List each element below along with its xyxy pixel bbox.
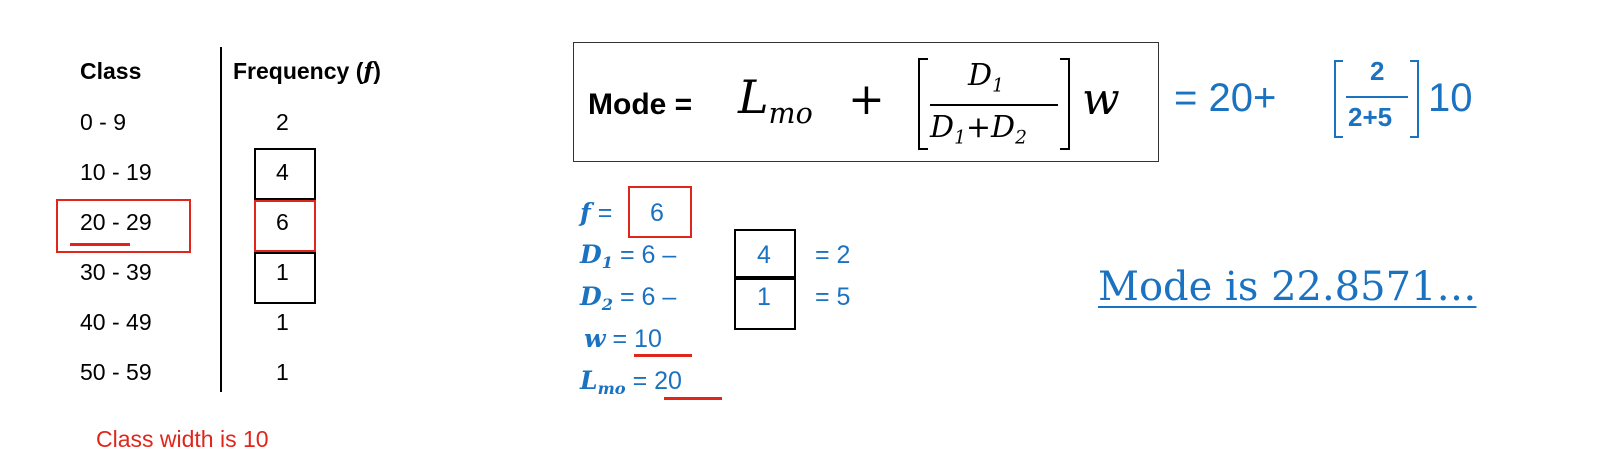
freq-row-2: 4 bbox=[276, 159, 289, 185]
freq-row-6: 1 bbox=[276, 359, 289, 385]
next-freq-box bbox=[254, 252, 316, 304]
sub-numerator: 2 bbox=[1370, 56, 1385, 86]
plus-sign: + bbox=[848, 74, 885, 125]
class-row-5: 40 - 49 bbox=[80, 309, 152, 335]
fraction-denominator: D1+D2 bbox=[930, 110, 1027, 149]
freq-row-1: 2 bbox=[276, 109, 289, 135]
left-bracket bbox=[918, 58, 928, 150]
sub-width-value: 10 bbox=[1428, 76, 1473, 120]
mode-label: Mode = bbox=[588, 88, 693, 121]
class-row-3: 20 - 29 bbox=[80, 209, 152, 235]
sub-fraction-bar bbox=[1346, 96, 1408, 98]
d2-box-value: 1 bbox=[757, 283, 771, 311]
right-bracket bbox=[1060, 58, 1070, 150]
w-line: w = 10 bbox=[584, 324, 662, 353]
mode-formula-box bbox=[573, 42, 1159, 162]
class-row-1: 0 - 9 bbox=[80, 109, 127, 135]
d2-line: D2 = 6 – bbox=[580, 282, 677, 314]
freq-row-5: 1 bbox=[276, 309, 289, 335]
d2-result: = 5 bbox=[815, 283, 851, 311]
d1-line: D1 = 6 – bbox=[580, 240, 677, 272]
f-value-line: f = bbox=[580, 198, 613, 227]
sub-denominator: 2+5 bbox=[1348, 102, 1393, 132]
freq-row-4: 1 bbox=[276, 259, 289, 285]
lower-limit-symbol: Lmo bbox=[738, 70, 813, 130]
mode-result: Mode is 22.8571… bbox=[1098, 264, 1477, 310]
sub-left-bracket bbox=[1334, 60, 1343, 138]
w-underline bbox=[634, 354, 692, 357]
d1-box-value: 4 bbox=[757, 241, 771, 269]
d2-box bbox=[734, 278, 796, 330]
lmo-underline bbox=[664, 397, 722, 400]
prev-freq-box bbox=[254, 148, 316, 200]
frequency-header: Frequency (f) bbox=[233, 58, 381, 85]
width-symbol: w bbox=[1082, 74, 1120, 125]
table-divider bbox=[220, 47, 222, 392]
lower-limit-underline bbox=[70, 243, 130, 246]
d1-box bbox=[734, 229, 796, 278]
fraction-numerator: D1 bbox=[968, 58, 1004, 97]
lmo-line: Lmo = 20 bbox=[580, 366, 682, 398]
sub-right-bracket bbox=[1410, 60, 1419, 138]
class-row-6: 50 - 59 bbox=[80, 359, 152, 385]
freq-row-3: 6 bbox=[276, 209, 289, 235]
f-value-box bbox=[628, 186, 692, 238]
substitution-start: = 20+ bbox=[1174, 76, 1277, 120]
modal-freq-box bbox=[254, 200, 316, 252]
fraction-bar bbox=[930, 104, 1058, 106]
class-row-4: 30 - 39 bbox=[80, 259, 152, 285]
class-row-2: 10 - 19 bbox=[80, 159, 152, 185]
class-width-note: Class width is 10 bbox=[96, 426, 269, 452]
f-value: 6 bbox=[650, 199, 664, 227]
class-header: Class bbox=[80, 58, 142, 84]
modal-class-box bbox=[56, 199, 191, 253]
d1-result: = 2 bbox=[815, 241, 851, 269]
